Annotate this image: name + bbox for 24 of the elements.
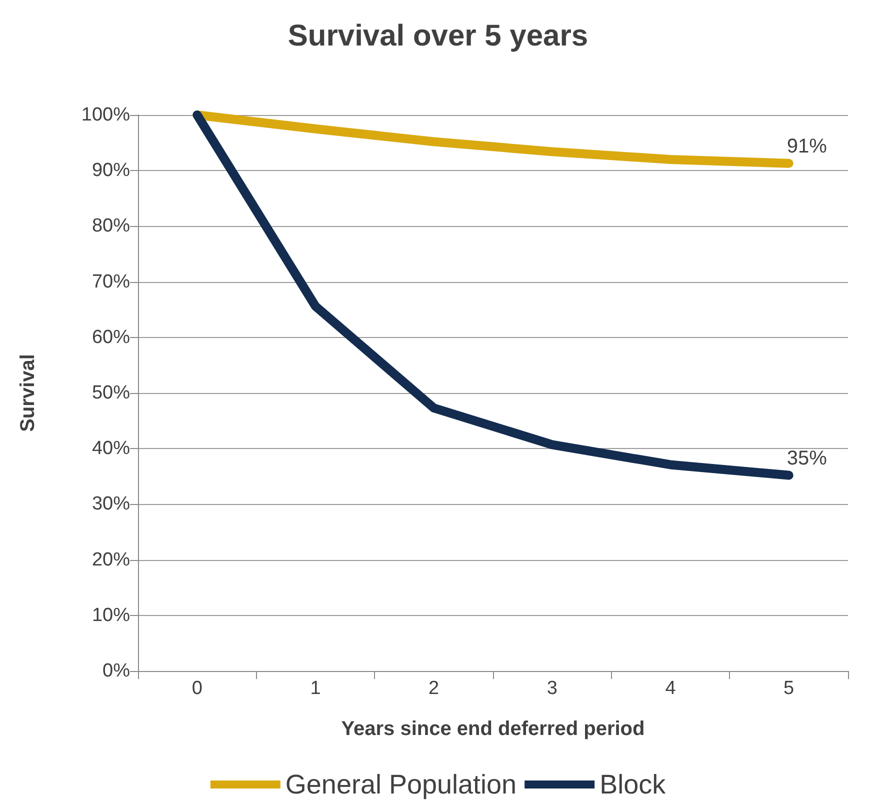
chart-title: Survival over 5 years bbox=[288, 20, 588, 52]
y-tick-label: 80% bbox=[92, 216, 130, 237]
y-tick-label: 30% bbox=[92, 494, 130, 515]
y-tick-label: 60% bbox=[92, 326, 130, 348]
x-tick-label: 3 bbox=[546, 678, 558, 699]
data-label: 35% bbox=[786, 447, 828, 470]
y-tick-label: 0% bbox=[102, 660, 130, 682]
y-tick-label: 20% bbox=[92, 549, 130, 570]
y-tick-label: 90% bbox=[92, 160, 130, 182]
y-axis-title: Survival bbox=[17, 354, 39, 432]
x-tick-label: 5 bbox=[784, 678, 794, 699]
x-tick-label: 0 bbox=[192, 678, 202, 699]
legend-label: Block bbox=[600, 770, 666, 800]
data-label: 91% bbox=[786, 135, 828, 158]
x-tick-label: 2 bbox=[428, 678, 440, 699]
y-tick-label: 100% bbox=[81, 104, 130, 126]
x-tick-label: 1 bbox=[310, 678, 321, 699]
legend-label: General Population bbox=[285, 770, 517, 800]
y-tick-label: 10% bbox=[92, 604, 130, 626]
x-axis-title: Years since end deferred period bbox=[341, 718, 645, 740]
y-tick-label: 50% bbox=[92, 382, 130, 404]
y-tick-label: 70% bbox=[92, 271, 130, 292]
x-tick-label: 4 bbox=[665, 678, 676, 699]
y-tick-label: 40% bbox=[92, 438, 130, 460]
